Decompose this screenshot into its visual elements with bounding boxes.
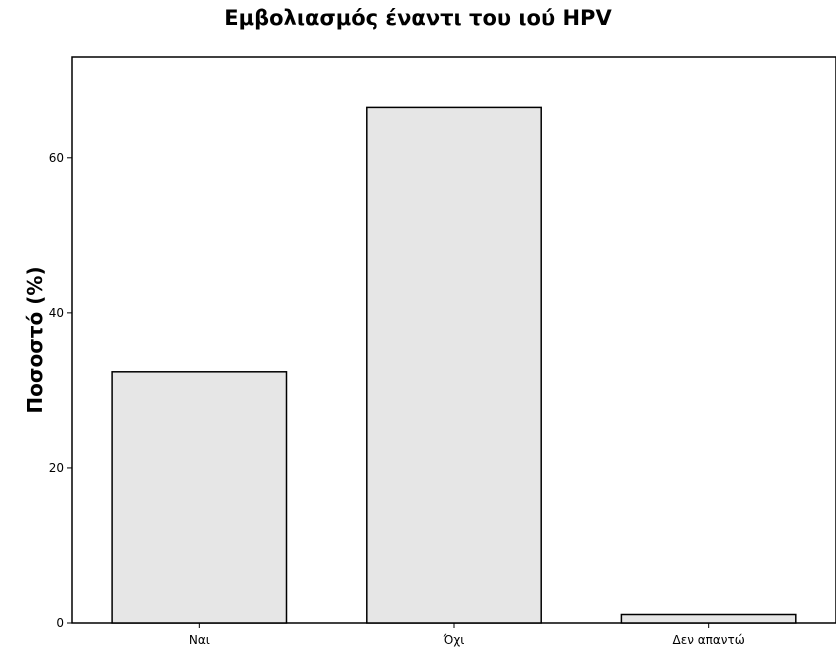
y-axis: 0 20 40 60 — [49, 151, 72, 630]
y-axis-title: Ποσοστό (%) — [23, 266, 47, 413]
y-tick-label-2: 40 — [49, 306, 64, 320]
bars-group — [111, 106, 797, 624]
x-tick-label-2: Δεν απαντώ — [673, 633, 745, 647]
x-axis: Ναι Όχι Δεν απαντώ — [189, 623, 745, 647]
y-tick-label-0: 0 — [56, 616, 64, 630]
x-tick-label-1: Όχι — [443, 633, 465, 647]
chart-title: Εμβολιασμός έναντι του ιού HPV — [224, 6, 612, 30]
bar-2 — [620, 613, 797, 624]
y-tick-label-3: 60 — [49, 151, 64, 165]
bar-1 — [366, 106, 542, 624]
y-tick-label-1: 20 — [49, 461, 64, 475]
x-tick-label-0: Ναι — [189, 633, 210, 647]
bar-0 — [111, 371, 288, 624]
